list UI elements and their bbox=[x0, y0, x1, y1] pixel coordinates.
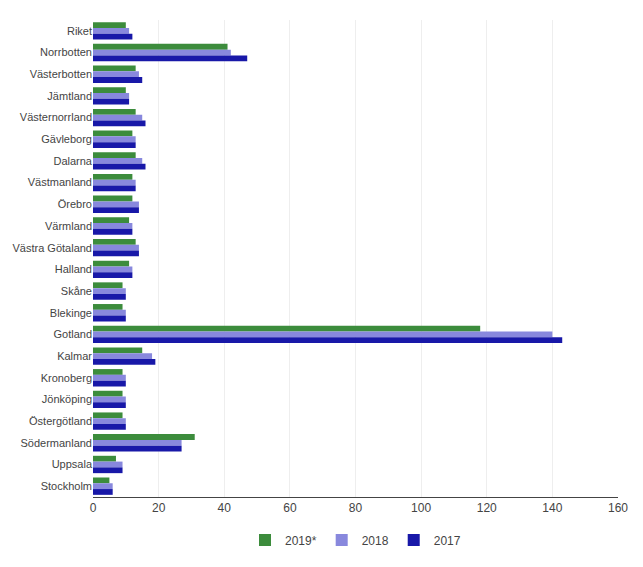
svg-text:Riket: Riket bbox=[67, 25, 92, 37]
svg-text:20: 20 bbox=[152, 501, 166, 515]
svg-text:Halland: Halland bbox=[55, 263, 92, 275]
svg-text:Uppsala: Uppsala bbox=[52, 458, 93, 470]
svg-text:Östergötland: Östergötland bbox=[29, 415, 92, 427]
svg-text:40: 40 bbox=[218, 501, 232, 515]
svg-text:160: 160 bbox=[608, 501, 628, 515]
svg-text:Skåne: Skåne bbox=[61, 285, 92, 297]
svg-text:Stockholm: Stockholm bbox=[41, 480, 92, 492]
svg-text:Gotland: Gotland bbox=[53, 328, 92, 340]
svg-text:Västernorrland: Västernorrland bbox=[20, 111, 92, 123]
svg-text:2018: 2018 bbox=[362, 534, 389, 548]
svg-text:Södermanland: Södermanland bbox=[20, 437, 92, 449]
svg-text:Kronoberg: Kronoberg bbox=[41, 372, 92, 384]
svg-text:120: 120 bbox=[477, 501, 497, 515]
svg-text:Gävleborg: Gävleborg bbox=[41, 133, 92, 145]
svg-text:Värmland: Värmland bbox=[45, 220, 92, 232]
svg-text:Västerbotten: Västerbotten bbox=[30, 68, 92, 80]
svg-text:Västra Götaland: Västra Götaland bbox=[13, 242, 93, 254]
svg-text:140: 140 bbox=[542, 501, 562, 515]
svg-text:Jämtland: Jämtland bbox=[47, 90, 92, 102]
svg-text:Västmanland: Västmanland bbox=[28, 176, 92, 188]
svg-text:Kalmar: Kalmar bbox=[57, 350, 92, 362]
svg-text:2019*: 2019* bbox=[285, 534, 317, 548]
svg-text:2017: 2017 bbox=[434, 534, 461, 548]
svg-text:100: 100 bbox=[411, 501, 431, 515]
svg-text:0: 0 bbox=[90, 501, 97, 515]
svg-text:Blekinge: Blekinge bbox=[50, 307, 92, 319]
svg-text:Norrbotten: Norrbotten bbox=[40, 46, 92, 58]
svg-text:80: 80 bbox=[349, 501, 363, 515]
svg-text:60: 60 bbox=[283, 501, 297, 515]
svg-text:Jönköping: Jönköping bbox=[42, 393, 92, 405]
svg-text:Örebro: Örebro bbox=[58, 198, 92, 210]
svg-text:Dalarna: Dalarna bbox=[53, 155, 92, 167]
